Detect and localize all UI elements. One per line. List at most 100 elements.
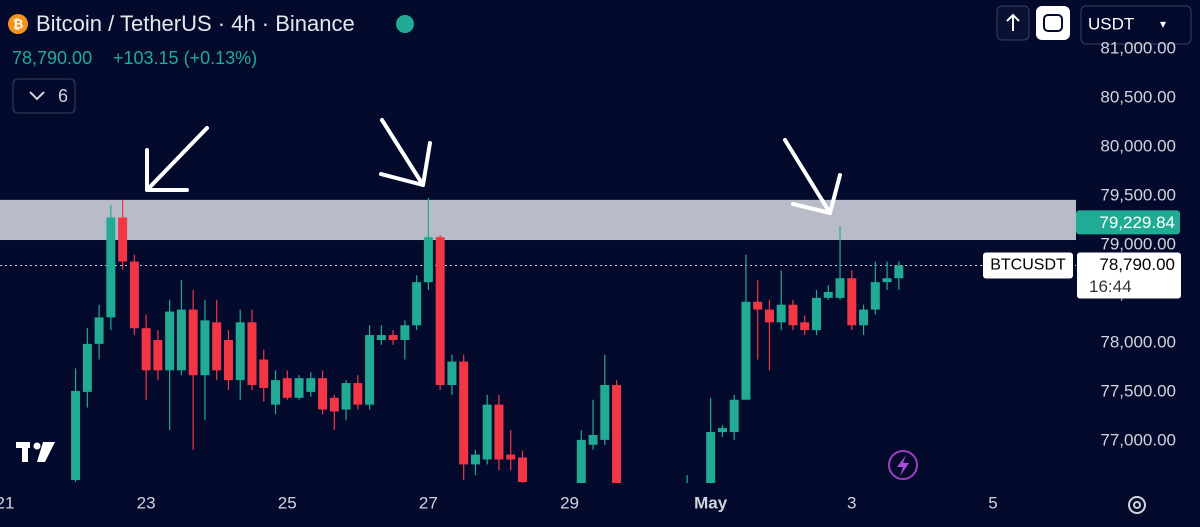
candle-body [165,311,175,371]
candle-body [341,383,351,410]
candle-body [835,278,845,298]
status-dot [396,15,414,33]
candle-body [812,297,822,331]
plot-area [0,197,1076,500]
x-tick-label: 3 [847,493,856,512]
symbol-badge [983,252,1073,279]
candle-body [741,301,751,400]
settings-icon [1133,501,1141,509]
y-tick-label: 77,000.00 [1100,430,1176,449]
candle-body [517,457,527,483]
resistance-zone [0,199,1076,241]
x-tick-label: May [694,493,728,512]
y-tick-label: 77,500.00 [1100,381,1176,400]
candle-body [318,378,328,410]
candle-body [247,322,257,386]
candle-body [412,282,422,326]
candle-body [859,309,869,326]
candle-body [223,339,233,381]
chart-title: Bitcoin / TetherUS · 4h · Binance [36,11,355,36]
candle-body [188,309,198,376]
lightning-button[interactable] [888,450,918,480]
y-tick-label: 78,000.00 [1100,332,1176,351]
coin-icon [8,14,28,34]
candle-body [106,217,116,318]
currency: USDT [1088,14,1134,33]
high-badge [1076,210,1180,235]
candle-body [600,385,610,440]
candle-body [717,428,727,433]
candle-body [282,378,292,398]
scale-button[interactable] [1036,6,1070,40]
y-tick-label: 79,000.00 [1100,234,1176,253]
y-tick-label: 79,500.00 [1100,185,1176,204]
x-tick-label: 21 [0,493,14,512]
candle-body [764,309,774,323]
select-arrow: ▾ [1160,17,1166,31]
symbol-label: BTCUSDT [990,257,1066,274]
up-icon [1006,13,1020,31]
candle-body [235,322,245,381]
candle-body [494,404,504,460]
high-badge-label: 79,229.84 [1099,213,1175,232]
candle-body [729,399,739,433]
candle-body [271,380,281,405]
indicator-count: 6 [58,86,68,106]
candle-body [94,317,104,344]
candle-body [776,304,786,323]
candle-body [800,322,810,331]
indicator-toggle[interactable] [12,78,76,114]
candle-body [506,454,516,460]
y-tick-label: 81,000.00 [1100,38,1176,57]
candle-body [365,335,375,405]
candle-body [459,361,469,465]
candle-body [470,454,480,465]
candle-body [576,439,586,483]
x-tick-label: 5 [988,493,997,512]
price-change: +103.15 (+0.13%) [113,48,257,68]
candle-body [423,237,433,283]
candle-body [71,390,81,481]
candle-body [153,339,163,371]
candle-body [847,278,857,326]
candle-body [482,404,492,460]
candle-body [212,322,222,371]
coin-symbol: ₿ [13,16,24,31]
candle-body [788,304,798,326]
settings-button[interactable] [1128,496,1146,514]
candle-body [823,291,833,298]
candle-body [447,361,457,386]
chevron [29,91,45,101]
lightning-icon [897,455,909,476]
x-tick-label: 29 [560,493,579,512]
candle-body [259,359,269,388]
y-tick-label: 80,000.00 [1100,136,1176,155]
x-tick-label: 27 [419,493,438,512]
candle-body [82,343,92,392]
candle-body [294,378,304,398]
annotation-arrows [145,118,842,215]
candle-body [706,432,716,483]
candle-body [753,301,763,310]
scale-icon [1043,14,1063,32]
last-price-label: 78,790.00 [1099,255,1175,274]
candle-body [353,383,363,405]
x-tick-label: 23 [137,493,156,512]
candle-body [329,397,339,412]
price: 78,790.00 [12,48,92,68]
candle-body [683,490,692,500]
currency-select[interactable] [1080,5,1192,45]
candle-body [176,309,186,371]
candle-body [376,335,386,340]
last-price-badge [1077,252,1181,299]
candle-body [612,385,622,483]
candle-body [129,261,139,329]
candle-body [306,378,316,392]
candle-body [870,282,880,310]
tv-logo [16,442,55,462]
candle-body [882,278,892,283]
candle-body [400,325,410,340]
candle-body [118,217,128,262]
candle-body [894,265,904,279]
